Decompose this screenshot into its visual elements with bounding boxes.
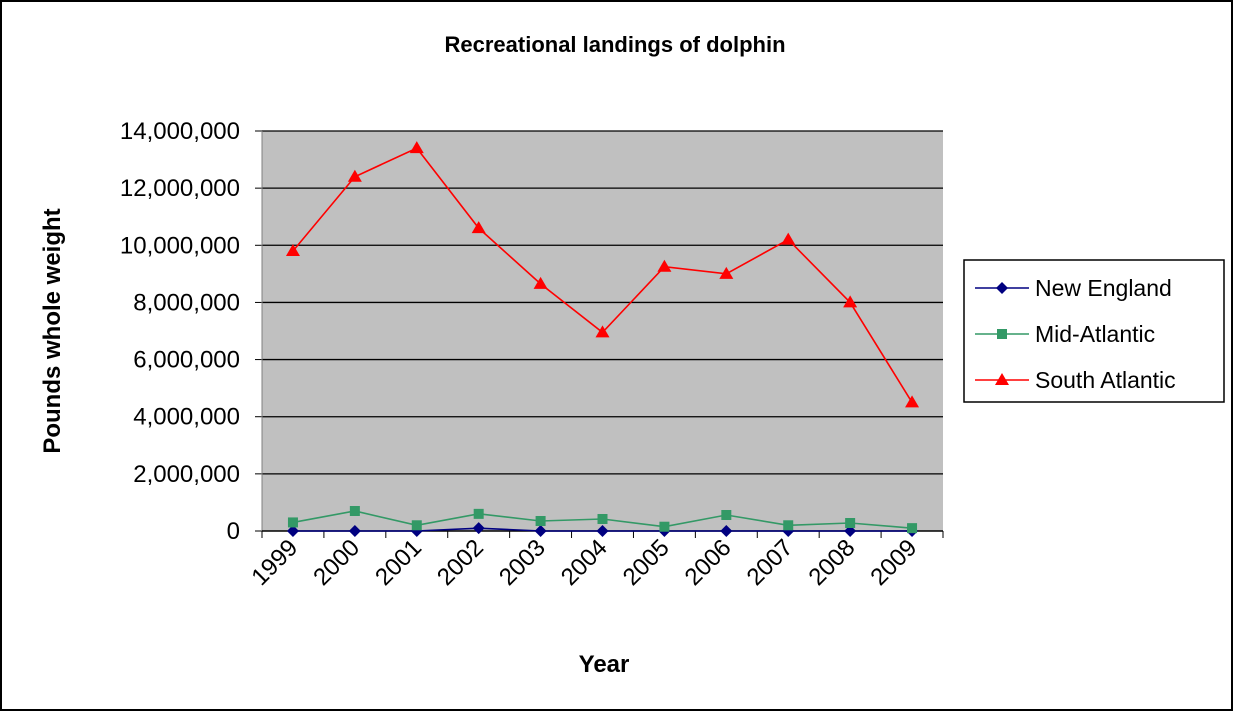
data-point-square xyxy=(721,510,732,520)
legend-items: New England Mid-Atlantic South Atlantic xyxy=(975,275,1176,393)
data-point-triangle xyxy=(995,373,1009,385)
y-tick-label: 4,000,000 xyxy=(133,404,240,431)
data-point-triangle xyxy=(719,266,734,279)
legend-item: Mid-Atlantic xyxy=(975,321,1155,347)
series-mid-atlantic xyxy=(287,506,918,534)
y-tick-label: 8,000,000 xyxy=(133,289,240,316)
data-point-triangle xyxy=(595,325,610,338)
series-south-atlantic xyxy=(285,141,920,408)
series-layer xyxy=(285,141,920,537)
data-point-square xyxy=(659,521,670,532)
data-point-diamond xyxy=(348,525,361,537)
chart-title: Recreational landings of dolphin xyxy=(444,32,785,57)
data-point-diamond xyxy=(596,525,609,537)
data-point-square xyxy=(597,514,608,524)
data-point-triangle xyxy=(533,276,548,289)
y-tick-label: 0 xyxy=(227,518,240,545)
legend-item: South Atlantic xyxy=(975,367,1176,393)
data-point-square xyxy=(473,508,484,519)
legend-label: Mid-Atlantic xyxy=(1035,321,1155,347)
data-point-triangle xyxy=(843,295,858,308)
data-point-square xyxy=(845,518,856,528)
y-tick-label: 2,000,000 xyxy=(133,461,240,488)
y-axis-tick-labels: 0 2,000,000 4,000,000 6,000,000 8,000,000 10,… xyxy=(120,118,240,545)
data-point-diamond xyxy=(472,522,485,535)
legend-box xyxy=(963,259,1225,403)
legend-item: New England xyxy=(975,275,1172,301)
y-tick-label: 10,000,000 xyxy=(120,232,240,259)
y-tick-label: 6,000,000 xyxy=(133,347,240,374)
data-point-square xyxy=(997,329,1007,339)
data-point-triangle xyxy=(657,259,672,272)
data-point-triangle xyxy=(471,221,486,234)
data-point-diamond xyxy=(534,525,547,537)
y-axis-title: Pounds whole weight xyxy=(39,208,66,453)
series-new-england xyxy=(286,522,919,537)
data-point-triangle xyxy=(409,141,424,154)
data-point-square xyxy=(411,520,422,531)
data-point-triangle xyxy=(285,244,300,256)
legend-label: South Atlantic xyxy=(1035,367,1176,393)
data-point-triangle xyxy=(905,395,920,408)
data-point-square xyxy=(907,523,918,534)
data-point-triangle xyxy=(347,169,362,182)
y-tick-label: 14,000,000 xyxy=(120,118,240,145)
data-point-diamond xyxy=(286,525,299,537)
gridlines xyxy=(262,130,943,475)
data-point-triangle xyxy=(781,232,796,245)
y-tick-label: 12,000,000 xyxy=(120,175,240,202)
data-point-square xyxy=(535,516,546,526)
data-point-square xyxy=(349,506,360,516)
legend: New England Mid-Atlantic South Atlantic xyxy=(963,259,1225,403)
data-point-square xyxy=(287,517,298,528)
x-axis-title: Year xyxy=(579,651,630,678)
data-point-diamond xyxy=(720,525,733,537)
data-point-square xyxy=(783,520,794,531)
data-point-diamond xyxy=(996,282,1008,294)
legend-label: New England xyxy=(1035,275,1172,301)
